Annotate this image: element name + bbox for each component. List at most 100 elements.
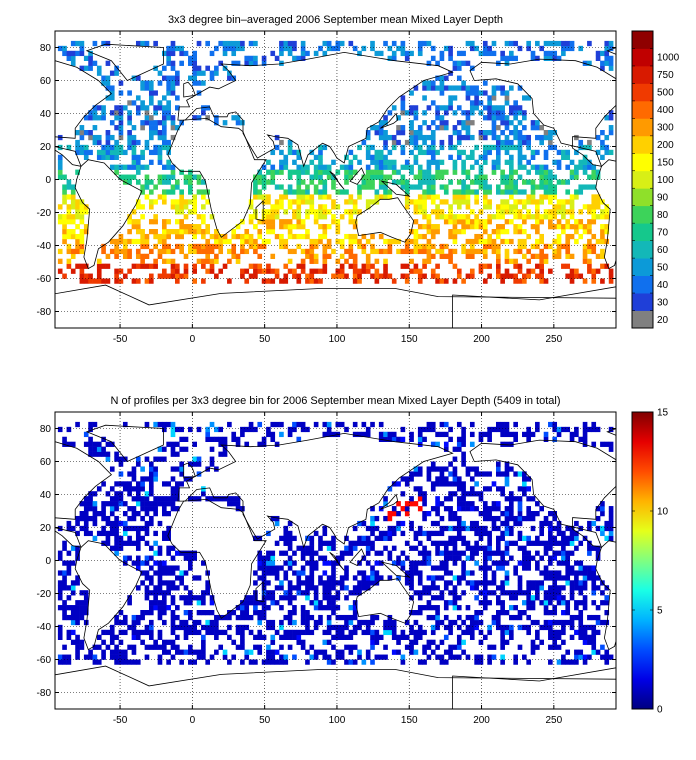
data-cell — [279, 149, 284, 156]
data-cell — [83, 204, 89, 210]
data-cell — [578, 525, 584, 532]
data-cell — [240, 238, 245, 245]
data-cell — [482, 560, 488, 566]
data-cell — [543, 436, 549, 442]
data-cell — [300, 199, 306, 205]
data-cell — [552, 570, 558, 576]
data-cell — [170, 169, 176, 175]
data-cell — [127, 471, 132, 477]
data-cell — [214, 243, 219, 250]
data-cell — [587, 258, 592, 264]
data-cell — [326, 585, 332, 591]
data-cell — [92, 421, 98, 428]
data-cell — [75, 243, 80, 250]
data-cell — [192, 209, 197, 215]
data-cell — [365, 649, 371, 655]
data-cell — [127, 506, 132, 512]
data-cell — [465, 629, 471, 636]
data-cell — [79, 590, 85, 596]
data-cell — [348, 629, 354, 636]
data-cell — [88, 134, 93, 141]
data-cell — [452, 95, 458, 101]
data-cell — [495, 253, 501, 259]
data-cell — [257, 179, 263, 185]
data-cell — [517, 144, 523, 151]
data-cell — [439, 144, 445, 151]
data-cell — [157, 253, 163, 259]
data-cell — [205, 610, 211, 616]
data-cell — [148, 471, 154, 477]
data-cell — [383, 545, 388, 551]
data-cell — [417, 125, 423, 131]
data-cell — [517, 85, 523, 91]
data-cell — [409, 501, 414, 507]
data-cell — [287, 426, 293, 433]
data-cell — [140, 515, 145, 522]
data-cell — [166, 481, 171, 487]
data-cell — [127, 486, 132, 492]
data-cell — [422, 194, 427, 200]
coastline — [355, 197, 415, 243]
data-cell — [248, 199, 254, 205]
data-cell — [140, 535, 145, 541]
data-cell — [227, 258, 232, 264]
data-cell — [504, 139, 510, 146]
data-cell — [205, 248, 211, 255]
data-cell — [417, 466, 423, 472]
data-cell — [469, 476, 475, 482]
data-cell — [487, 214, 492, 220]
data-cell — [331, 214, 336, 220]
data-cell — [196, 224, 202, 230]
data-cell — [196, 174, 202, 180]
data-cell — [426, 530, 432, 537]
data-cell — [114, 540, 119, 546]
data-cell — [587, 248, 592, 255]
data-cell — [465, 90, 471, 96]
data-cell — [96, 278, 102, 284]
data-cell — [66, 525, 72, 532]
data-cell — [452, 471, 458, 477]
data-cell — [261, 580, 267, 586]
data-cell — [192, 115, 197, 121]
data-cell — [422, 243, 427, 250]
data-cell — [313, 219, 319, 225]
data-cell — [365, 179, 371, 185]
data-cell — [509, 55, 514, 61]
data-cell — [487, 115, 492, 121]
data-cell — [140, 501, 145, 507]
data-cell — [448, 511, 453, 517]
data-cell — [530, 580, 536, 586]
data-cell — [404, 159, 410, 165]
y-tick-label: 80 — [40, 43, 52, 54]
data-cell — [296, 174, 302, 180]
data-cell — [144, 115, 150, 121]
data-cell — [339, 164, 345, 170]
data-cell — [179, 580, 184, 586]
data-cell — [591, 649, 597, 655]
data-cell — [322, 590, 328, 596]
data-cell — [500, 421, 505, 428]
colorbar-label: 300 — [657, 123, 674, 134]
colorbar-segment — [632, 170, 653, 189]
data-cell — [196, 575, 202, 581]
data-cell — [495, 610, 501, 616]
data-cell — [244, 248, 250, 255]
data-cell — [131, 139, 137, 146]
data-cell — [101, 446, 106, 452]
data-cell — [161, 144, 167, 151]
data-cell — [556, 164, 562, 170]
data-cell — [504, 471, 510, 477]
data-cell — [383, 515, 388, 522]
data-cell — [365, 169, 371, 175]
data-cell — [400, 426, 406, 433]
data-cell — [417, 570, 423, 576]
data-cell — [448, 535, 453, 541]
data-cell — [153, 590, 158, 596]
data-cell — [522, 610, 527, 616]
data-cell — [387, 174, 393, 180]
data-cell — [331, 580, 336, 586]
data-cell — [166, 80, 171, 86]
data-cell — [248, 421, 254, 428]
data-cell — [127, 120, 132, 126]
data-cell — [257, 634, 263, 640]
